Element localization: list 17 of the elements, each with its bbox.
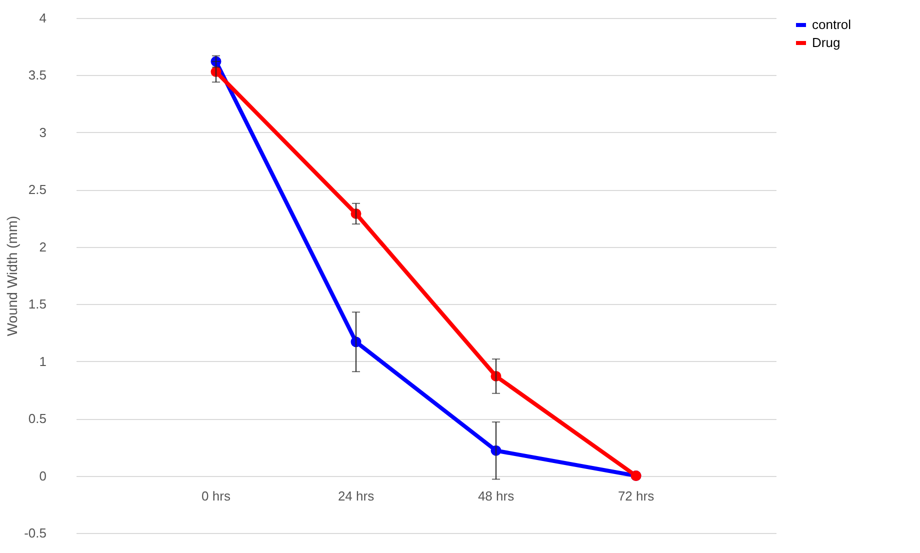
y-tick-label: 4 xyxy=(39,10,46,26)
y-tick-label: 1 xyxy=(39,354,46,369)
x-tick-label: 72 hrs xyxy=(618,488,655,504)
x-tick-label: 24 hrs xyxy=(338,488,375,504)
y-tick-label: 2 xyxy=(39,239,46,254)
legend-label: Drug xyxy=(812,35,840,50)
y-tick-label: 3.5 xyxy=(28,68,46,83)
y-tick-label: 0 xyxy=(39,468,46,484)
y-axis-title: Wound Width (mm) xyxy=(4,216,20,336)
legend-label: control xyxy=(812,17,852,32)
y-tick-label: 0.5 xyxy=(28,411,46,426)
x-tick-label: 48 hrs xyxy=(478,488,515,504)
y-tick-label: 2.5 xyxy=(28,182,46,198)
y-tick-label: 3 xyxy=(39,124,46,140)
y-tick-label: -0.5 xyxy=(24,526,46,540)
x-tick-label: 0 hrs xyxy=(202,488,231,504)
y-tick-label: 1.5 xyxy=(28,296,46,312)
